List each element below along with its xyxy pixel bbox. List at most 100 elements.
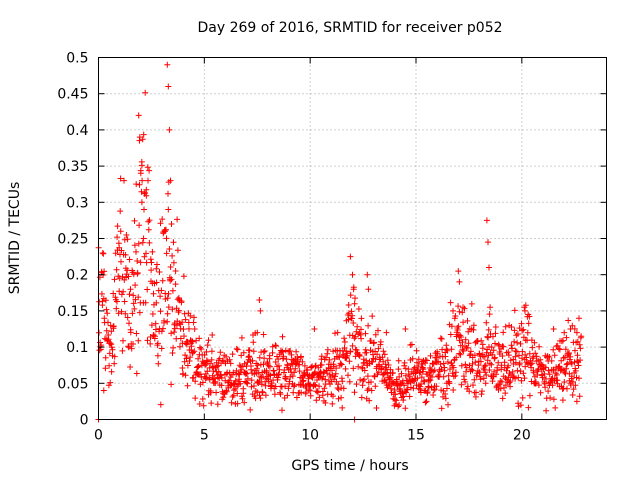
- data-point: [566, 350, 573, 356]
- data-point: [191, 348, 198, 355]
- data-point: [476, 369, 483, 376]
- data-point: [444, 347, 451, 354]
- data-point: [238, 352, 245, 359]
- data-point: [123, 232, 130, 238]
- data-point: [550, 346, 557, 353]
- data-point: [567, 326, 574, 332]
- data-point: [311, 326, 318, 332]
- data-point: [461, 305, 468, 312]
- data-point: [349, 342, 356, 349]
- data-point: [490, 333, 496, 340]
- data-point: [570, 378, 576, 385]
- data-point: [200, 402, 207, 409]
- data-point: [113, 266, 120, 273]
- data-point: [556, 346, 563, 353]
- data-point: [344, 352, 351, 359]
- data-point: [218, 382, 225, 389]
- data-point: [143, 250, 149, 257]
- data-point: [447, 331, 454, 338]
- data-point: [254, 329, 261, 336]
- data-point: [256, 297, 263, 303]
- data-point: [389, 369, 396, 376]
- data-point: [481, 353, 488, 360]
- data-point: [494, 364, 501, 371]
- data-point: [117, 208, 124, 215]
- data-point: [140, 235, 147, 242]
- data-point: [203, 348, 210, 355]
- data-point: [248, 366, 255, 373]
- data-point: [186, 325, 192, 332]
- data-point: [179, 319, 186, 326]
- data-point: [547, 394, 554, 401]
- data-point: [500, 343, 507, 350]
- data-point: [332, 330, 338, 337]
- data-point: [133, 370, 140, 377]
- data-point: [204, 342, 211, 349]
- data-point: [126, 256, 133, 263]
- data-point: [514, 331, 521, 337]
- data-point: [293, 394, 300, 401]
- data-point: [165, 290, 172, 297]
- data-point: [383, 329, 390, 336]
- data-point: [438, 405, 445, 412]
- data-point: [260, 361, 267, 368]
- data-point: [519, 348, 526, 355]
- data-point: [163, 235, 170, 242]
- data-point: [458, 334, 465, 340]
- data-point: [375, 327, 381, 334]
- data-point: [107, 340, 114, 347]
- data-point: [233, 345, 240, 352]
- data-point: [165, 304, 172, 311]
- data-point: [313, 397, 320, 404]
- data-point: [164, 318, 171, 325]
- data-point: [384, 357, 391, 364]
- data-point: [189, 338, 196, 345]
- data-point: [339, 404, 346, 411]
- data-point: [526, 350, 533, 357]
- data-point: [392, 391, 399, 398]
- data-point: [171, 325, 178, 332]
- data-point: [158, 345, 165, 352]
- data-point: [153, 299, 160, 306]
- data-point: [180, 326, 187, 333]
- data-point: [100, 250, 107, 257]
- data-point: [192, 395, 199, 402]
- data-point: [166, 126, 173, 133]
- data-point: [234, 390, 241, 397]
- data-point: [459, 309, 466, 316]
- data-point: [528, 364, 535, 371]
- data-point: [423, 398, 430, 405]
- data-point: [122, 251, 129, 258]
- data-point: [401, 382, 408, 389]
- data-point: [214, 363, 221, 370]
- data-point: [449, 370, 456, 377]
- data-point: [204, 368, 211, 375]
- data-point: [500, 329, 507, 336]
- data-point: [175, 307, 182, 314]
- data-point: [227, 360, 234, 367]
- data-point: [505, 349, 512, 356]
- data-point: [433, 383, 440, 390]
- data-point: [117, 228, 124, 235]
- data-point: [205, 337, 212, 344]
- data-point: [518, 320, 525, 327]
- data-point: [278, 349, 285, 356]
- data-point: [400, 393, 407, 400]
- data-point: [470, 322, 477, 329]
- x-tick-label: 0: [94, 428, 103, 444]
- data-point: [308, 364, 315, 371]
- data-point: [188, 343, 195, 350]
- data-point: [569, 322, 576, 329]
- data-point: [517, 340, 524, 347]
- data-point: [426, 377, 432, 384]
- data-point: [575, 362, 582, 369]
- data-point: [154, 340, 161, 347]
- data-point: [404, 386, 411, 393]
- data-point: [291, 369, 298, 376]
- data-point: [234, 400, 241, 407]
- data-point: [442, 391, 449, 397]
- data-point: [142, 299, 149, 306]
- data-point: [301, 362, 308, 369]
- data-point: [138, 199, 145, 206]
- data-point: [145, 177, 151, 184]
